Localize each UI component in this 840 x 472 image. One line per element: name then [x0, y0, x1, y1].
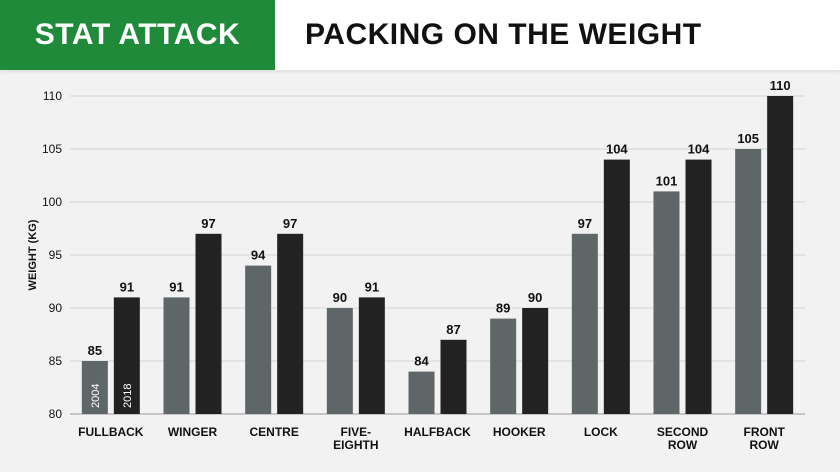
x-tick-label: HALFBACK [404, 425, 471, 439]
x-tick-label: HOOKER [493, 425, 546, 439]
bar-2004 [81, 361, 108, 414]
data-label: 91 [169, 279, 183, 294]
brand-label: STAT ATTACK [0, 0, 275, 70]
bar-2018 [277, 233, 304, 414]
data-label: 97 [578, 216, 592, 231]
x-tick-label: FRONT [744, 425, 786, 439]
x-tick-label: FULLBACK [78, 425, 144, 439]
bar-chart: 80 85 90 95 100 105 110 WEIGHT (KG) 85 2004 91 2018… [27, 78, 805, 452]
bar-2004 [245, 265, 272, 414]
data-label: 101 [656, 173, 678, 188]
header: STAT ATTACK PACKING ON THE WEIGHT [0, 0, 840, 70]
bar-2018 [113, 297, 140, 414]
y-tick-label: 105 [42, 142, 62, 156]
y-tick-label: 95 [49, 248, 63, 262]
x-tick-label: EIGHTH [333, 438, 378, 452]
y-axis-label: WEIGHT (KG) [27, 219, 39, 290]
x-tick-label: ROW [668, 438, 698, 452]
x-tick-label: SECOND [657, 425, 709, 439]
x-tick-label: LOCK [584, 425, 618, 439]
x-tick-label: CENTRE [249, 425, 298, 439]
data-label: 90 [528, 290, 542, 305]
bar-2018 [767, 96, 794, 414]
y-tick-label: 110 [43, 89, 62, 103]
data-label: 97 [201, 216, 215, 231]
bar-2004 [571, 233, 598, 414]
bar-2018 [522, 308, 549, 414]
bar-2004 [735, 149, 762, 414]
bar-2018 [603, 159, 630, 414]
x-tick-label: FIVE- [340, 425, 371, 439]
bar-2018 [195, 233, 222, 414]
bar-2018 [358, 297, 385, 414]
y-tick-label: 85 [49, 354, 63, 368]
data-label: 94 [251, 248, 266, 263]
bar-2004 [326, 308, 353, 414]
legend-label-2018: 2018 [122, 384, 134, 408]
data-label: 91 [365, 279, 379, 294]
bar-2004 [653, 191, 680, 414]
data-label: 87 [446, 322, 460, 337]
data-label: 104 [606, 142, 628, 157]
data-label: 91 [120, 279, 134, 294]
data-label: 97 [283, 216, 297, 231]
data-label: 110 [770, 78, 791, 93]
legend-label-2004: 2004 [90, 384, 102, 408]
data-label: 90 [333, 290, 347, 305]
data-label: 105 [737, 131, 759, 146]
data-label: 104 [688, 142, 710, 157]
data-label: 85 [88, 343, 102, 358]
data-label: 89 [496, 301, 510, 316]
bar-2004 [490, 318, 517, 414]
bar-2018 [440, 339, 467, 414]
x-tick-label: ROW [750, 438, 780, 452]
page-title: PACKING ON THE WEIGHT [305, 18, 702, 51]
bar-2004 [163, 297, 190, 414]
x-tick-label: WINGER [168, 425, 218, 439]
y-tick-label: 90 [49, 301, 63, 315]
bar-2018 [685, 159, 712, 414]
y-tick-label: 100 [42, 195, 62, 209]
bar-2004 [408, 371, 435, 414]
data-label: 84 [414, 354, 429, 369]
y-tick-label: 80 [49, 407, 63, 421]
